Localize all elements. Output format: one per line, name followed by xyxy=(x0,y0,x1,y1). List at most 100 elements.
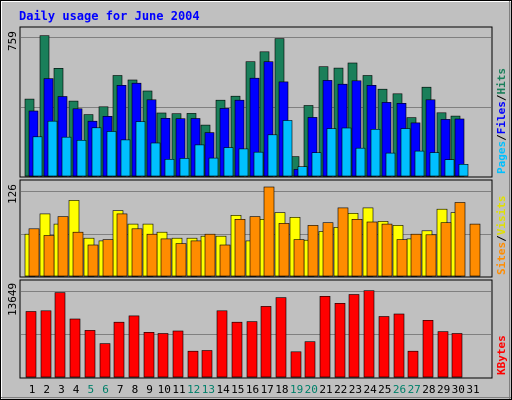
x-label-day-29: 29 xyxy=(437,383,450,396)
bar-pages-day-6 xyxy=(106,131,117,177)
x-label-day-23: 23 xyxy=(349,383,362,396)
bar-kbytes-day-11 xyxy=(172,330,184,378)
bar-pages-day-3 xyxy=(61,136,72,177)
chart-title: Daily usage for June 2004 xyxy=(19,9,200,23)
bar-pages-day-20 xyxy=(311,152,322,177)
bar-pages-day-22 xyxy=(341,127,352,177)
legend-hits: Hits xyxy=(495,68,508,95)
bar-sites-day-14 xyxy=(219,244,231,277)
x-label-day-9: 9 xyxy=(146,383,153,396)
legend-sep-1: / xyxy=(495,134,508,141)
bar-sites-day-31 xyxy=(469,223,481,277)
bar-kbytes-day-15 xyxy=(231,321,243,378)
bar-kbytes-day-21 xyxy=(319,295,331,378)
legend-files: Files xyxy=(495,101,508,134)
x-label-day-26: 26 xyxy=(393,383,406,396)
legend-kbytes: KBytes xyxy=(495,335,508,375)
bar-pages-day-23 xyxy=(355,147,366,177)
bar-sites-day-13 xyxy=(204,233,216,277)
x-label-day-25: 25 xyxy=(378,383,391,396)
x-label-day-3: 3 xyxy=(58,383,65,396)
bar-pages-day-7 xyxy=(120,139,131,177)
bar-pages-day-27 xyxy=(414,150,425,177)
x-axis-labels: 1 2 3 4 5 6 7 8 9 10 11 12 13 14 15 16 17 18 19 20 21 22 23 24 2… xyxy=(29,383,480,396)
bar-sites-day-10 xyxy=(160,238,172,277)
ymax-label-sites: 126 xyxy=(6,184,19,204)
bar-sites-day-6 xyxy=(102,239,114,277)
bar-pages-day-24 xyxy=(370,129,381,177)
ymax-label-kbytes: 13649 xyxy=(6,283,19,316)
bar-kbytes-day-12 xyxy=(187,350,199,378)
bar-pages-day-16 xyxy=(253,151,264,177)
bar-pages-day-9 xyxy=(150,142,161,177)
legend-visits: Visits xyxy=(495,196,508,236)
bars xyxy=(24,35,481,378)
bar-sites-day-2 xyxy=(43,235,55,277)
x-label-day-6: 6 xyxy=(102,383,109,396)
x-label-day-19: 19 xyxy=(290,383,303,396)
bar-sites-day-23 xyxy=(351,219,363,277)
bar-kbytes-day-22 xyxy=(334,302,346,378)
bar-sites-day-30 xyxy=(454,202,466,277)
bar-sites-day-12 xyxy=(190,240,202,277)
x-label-day-5: 5 xyxy=(87,383,94,396)
legend-sep-2: / xyxy=(495,94,508,101)
bar-sites-day-15 xyxy=(234,219,246,277)
x-label-day-4: 4 xyxy=(73,383,80,396)
bar-sites-day-29 xyxy=(440,222,452,277)
bar-kbytes-day-29 xyxy=(437,331,449,378)
bar-pages-day-25 xyxy=(385,152,396,177)
bar-pages-day-13 xyxy=(208,157,219,177)
bar-kbytes-day-6 xyxy=(99,343,111,378)
bar-kbytes-day-1 xyxy=(25,311,37,378)
x-label-day-30: 30 xyxy=(452,383,465,396)
bar-kbytes-day-17 xyxy=(260,306,272,378)
bar-kbytes-day-4 xyxy=(69,318,81,378)
bar-kbytes-day-30 xyxy=(451,333,463,378)
bar-pages-day-26 xyxy=(400,128,411,177)
bar-kbytes-day-5 xyxy=(84,330,96,378)
bar-kbytes-day-18 xyxy=(275,297,287,378)
x-label-day-1: 1 xyxy=(29,383,36,396)
bar-pages-day-18 xyxy=(282,120,293,177)
bar-pages-day-12 xyxy=(194,144,205,177)
bar-kbytes-day-10 xyxy=(157,333,169,378)
x-label-day-27: 27 xyxy=(408,383,421,396)
bar-pages-day-14 xyxy=(223,147,234,177)
bar-kbytes-day-28 xyxy=(422,319,434,378)
x-label-day-11: 11 xyxy=(172,383,185,396)
bar-kbytes-day-8 xyxy=(128,315,140,378)
bar-pages-day-11 xyxy=(179,158,190,177)
bar-sites-day-26 xyxy=(396,239,408,277)
bar-kbytes-day-20 xyxy=(304,341,316,378)
bar-sites-day-20 xyxy=(307,225,319,277)
x-label-day-18: 18 xyxy=(275,383,288,396)
bar-sites-day-5 xyxy=(87,244,99,277)
bar-pages-day-28 xyxy=(429,152,440,177)
bar-pages-day-21 xyxy=(326,128,337,177)
x-label-day-12: 12 xyxy=(187,383,200,396)
bar-sites-day-9 xyxy=(146,233,158,277)
bar-sites-day-25 xyxy=(381,223,393,277)
legend-sep-3: / xyxy=(495,235,508,242)
x-label-day-2: 2 xyxy=(43,383,50,396)
bar-sites-day-28 xyxy=(425,234,437,277)
bar-sites-day-3 xyxy=(57,216,69,277)
bar-sites-day-1 xyxy=(28,228,40,277)
bar-pages-day-29 xyxy=(444,159,455,177)
x-label-day-31: 31 xyxy=(466,383,479,396)
bar-kbytes-day-14 xyxy=(216,310,228,378)
legend-hits-files-pages: Pages/Files/Hits xyxy=(495,68,508,174)
bar-kbytes-day-3 xyxy=(54,292,66,378)
x-label-day-13: 13 xyxy=(202,383,215,396)
bar-pages-day-19 xyxy=(297,166,308,177)
bar-sites-day-21 xyxy=(322,222,334,277)
bar-pages-day-8 xyxy=(135,121,146,177)
x-label-day-15: 15 xyxy=(231,383,244,396)
ymax-label-hits: 759 xyxy=(6,31,19,51)
bar-sites-day-16 xyxy=(249,216,261,277)
bar-sites-day-8 xyxy=(131,228,143,277)
x-label-day-10: 10 xyxy=(158,383,171,396)
x-label-day-16: 16 xyxy=(246,383,259,396)
